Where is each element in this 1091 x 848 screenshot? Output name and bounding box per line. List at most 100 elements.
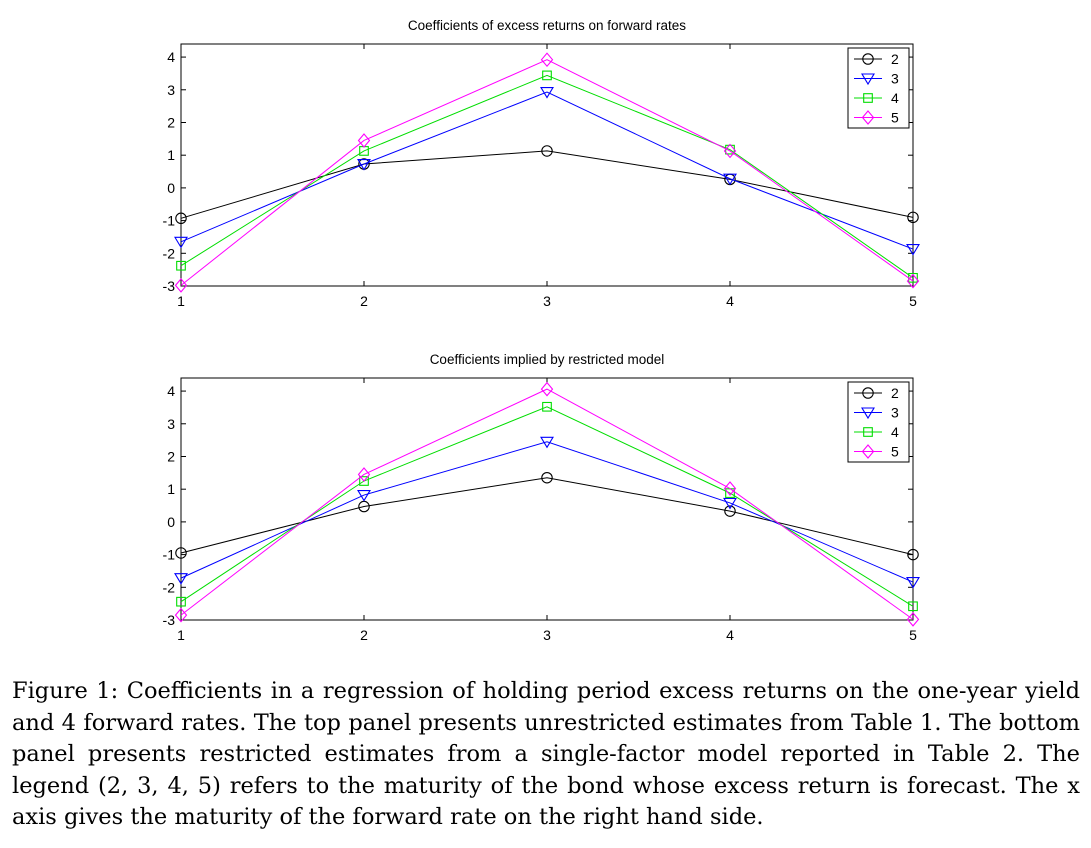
x-tick-label: 4 [726, 627, 734, 643]
x-tick-label: 3 [543, 293, 551, 309]
figure-caption: Figure 1: Coefficients in a regression o… [12, 678, 1080, 830]
chart-title: Coefficients of excess returns on forwar… [408, 18, 686, 33]
series-line-3 [180, 441, 914, 583]
legend-label: 4 [891, 424, 899, 440]
x-tick-label: 2 [360, 293, 368, 309]
legend-box [847, 47, 910, 129]
legend-label: 5 [891, 110, 899, 126]
y-tick-label: 2 [167, 448, 175, 464]
series-3 [174, 87, 920, 256]
y-tick-label: -1 [163, 213, 176, 229]
data-point [541, 145, 553, 157]
y-tick-label: 4 [167, 383, 175, 399]
y-tick-label: -2 [163, 245, 176, 261]
x-tick-label: 1 [177, 627, 185, 643]
legend-marker [863, 93, 873, 103]
data-point [723, 143, 737, 159]
data-point [723, 481, 737, 496]
y-tick-label: -3 [163, 612, 176, 628]
chart-panel-1: Coefficients of excess returns on forwar… [163, 18, 920, 309]
data-point [540, 436, 554, 449]
chart-title: Coefficients implied by restricted model [430, 352, 665, 367]
x-tick-label: 4 [726, 293, 734, 309]
series-2 [175, 145, 919, 225]
legend-label: 2 [891, 51, 899, 67]
data-point [723, 173, 737, 186]
x-tick-label: 3 [543, 627, 551, 643]
series-line-2 [180, 150, 914, 219]
chart-panel-2: Coefficients implied by restricted model… [163, 352, 920, 643]
data-point [541, 471, 553, 484]
series-line-5 [180, 59, 914, 286]
data-point [176, 260, 186, 271]
y-tick-label: 3 [167, 416, 175, 432]
data-point [357, 133, 371, 148]
data-point [357, 490, 371, 502]
series-line-3 [180, 91, 914, 250]
series-line-4 [180, 406, 914, 607]
y-tick-label: 1 [167, 481, 175, 497]
legend-label: 4 [891, 90, 899, 106]
plot-frame [180, 43, 914, 287]
x-tick-label: 5 [909, 293, 917, 309]
y-tick-label: 4 [167, 49, 175, 65]
y-tick-label: -1 [163, 547, 176, 563]
series-5 [174, 381, 920, 627]
series-4 [176, 70, 918, 283]
legend-marker [861, 407, 875, 420]
data-point [357, 467, 371, 482]
data-point [540, 87, 554, 99]
data-point [540, 381, 554, 397]
data-point [357, 158, 371, 171]
data-point [359, 476, 369, 486]
series-line-5 [180, 388, 914, 620]
legend: 2 3 4 5 [847, 381, 910, 463]
y-tick-label: -3 [163, 278, 176, 294]
data-point [542, 401, 552, 412]
plot-frame [180, 377, 914, 621]
legend-marker [861, 110, 875, 125]
legend-marker [863, 427, 873, 437]
data-point [906, 273, 920, 289]
legend-box [847, 381, 910, 463]
legend: 2 3 4 5 [847, 47, 910, 129]
data-point [175, 212, 187, 225]
data-point [175, 547, 187, 559]
data-point [174, 277, 188, 293]
y-tick-label: 0 [167, 514, 175, 530]
y-tick-label: 2 [167, 114, 175, 130]
x-tick-label: 2 [360, 627, 368, 643]
data-point [540, 52, 554, 68]
series-3 [174, 436, 920, 589]
data-point [174, 236, 188, 249]
data-point [907, 211, 919, 224]
series-line-2 [180, 477, 914, 556]
series-5 [174, 52, 920, 293]
data-point [174, 573, 188, 585]
data-point [906, 611, 920, 627]
legend-label: 5 [891, 444, 899, 460]
legend-label: 3 [891, 405, 899, 421]
y-tick-label: 3 [167, 82, 175, 98]
series-4 [176, 401, 918, 612]
data-point [724, 505, 736, 517]
data-point [176, 596, 186, 607]
y-tick-label: -2 [163, 579, 176, 595]
data-point [906, 577, 920, 589]
y-tick-label: 1 [167, 147, 175, 163]
series-line-4 [180, 74, 914, 279]
legend-marker [862, 53, 874, 65]
legend-marker [861, 73, 875, 86]
data-point [542, 70, 552, 81]
figure: Coefficients of excess returns on forwar… [163, 18, 920, 643]
x-tick-label: 5 [909, 627, 917, 643]
x-tick-label: 1 [177, 293, 185, 309]
data-point [908, 601, 918, 612]
data-point [906, 243, 920, 256]
data-point [174, 607, 188, 623]
y-tick-label: 0 [167, 180, 175, 196]
legend-marker [862, 387, 874, 399]
legend-label: 2 [891, 385, 899, 401]
series-2 [175, 471, 919, 561]
legend-label: 3 [891, 71, 899, 87]
